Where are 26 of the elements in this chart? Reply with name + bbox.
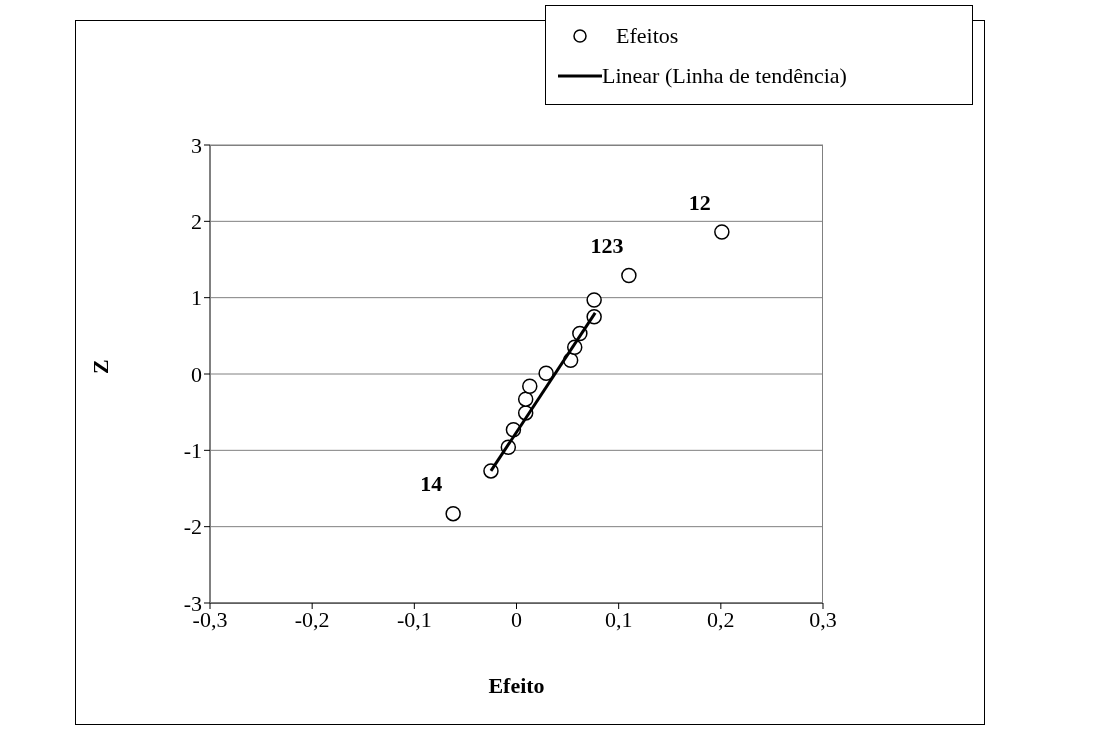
annotation: 14 [420,471,443,497]
x-tick-label: 0 [511,606,522,632]
point [538,365,554,381]
y-tick-label: 1 [191,285,202,311]
y-tick-label: 3 [191,132,202,158]
legend-label: Efeitos [616,23,679,49]
x-tick-label: 0,3 [809,606,837,632]
y-tick-label: -1 [183,438,202,464]
point [586,292,602,308]
legend-label: Linear (Linha de tendência) [602,63,847,89]
x-tick-label: 0,2 [707,606,735,632]
annotation: 12 [688,189,711,215]
annotation: 123 [590,233,624,259]
x-tick-label: -0,1 [396,606,432,632]
x-tick-label: 0,1 [604,606,633,632]
x-tick-label: -0,2 [294,606,330,632]
point [517,391,534,407]
point [522,378,538,394]
y-axis-title: Z [87,359,113,374]
x-axis-title: Efeito [488,673,545,698]
point [621,267,637,284]
point [714,224,730,240]
y-tick-label: 2 [191,209,202,235]
point [445,505,461,522]
y-tick-label: -2 [183,514,202,540]
y-tick-label: 0 [191,361,202,387]
